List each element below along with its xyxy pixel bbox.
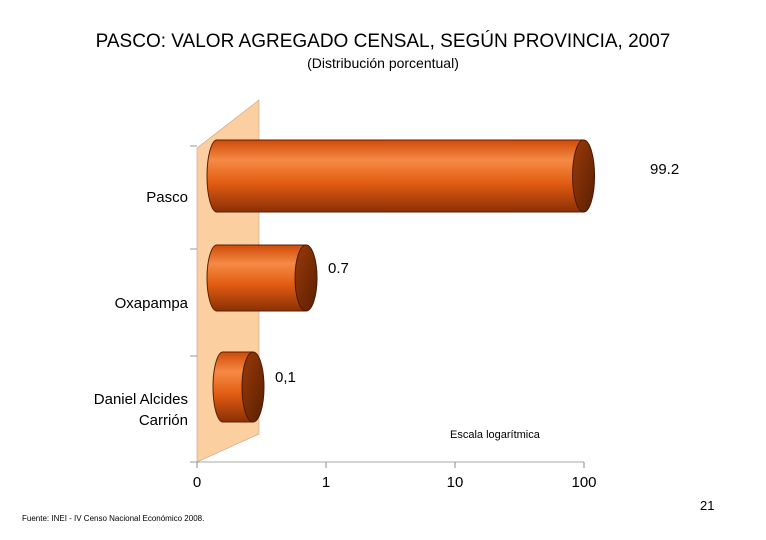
x-tick-label: 1 bbox=[322, 474, 330, 491]
data-label: 99.2 bbox=[650, 161, 679, 178]
bar-cap bbox=[572, 139, 596, 213]
bar-body bbox=[206, 139, 585, 213]
bar bbox=[206, 139, 596, 213]
category-label: Carrión bbox=[139, 412, 188, 429]
bar bbox=[212, 351, 265, 423]
category-label: Oxapampa bbox=[115, 295, 189, 312]
source-footer: Fuente: INEI - IV Censo Nacional Económi… bbox=[22, 514, 205, 523]
scale-note: Escala logarítmica bbox=[450, 429, 541, 441]
bar-cap bbox=[241, 351, 265, 423]
data-label: 0,1 bbox=[275, 369, 296, 386]
x-tick-label: 10 bbox=[447, 474, 464, 491]
chart-subtitle: (Distribución porcentual) bbox=[307, 55, 459, 71]
category-label: Pasco bbox=[146, 189, 188, 206]
page-number: 21 bbox=[700, 498, 715, 513]
chart-title: PASCO: VALOR AGREGADO CENSAL, SEGÚN PROV… bbox=[95, 31, 671, 52]
bar-cap bbox=[294, 244, 318, 312]
bar bbox=[206, 244, 318, 312]
x-tick-label: 0 bbox=[193, 474, 201, 491]
x-tick-label: 100 bbox=[571, 474, 596, 491]
category-label: Daniel Alcides bbox=[94, 391, 188, 408]
bar-body bbox=[206, 244, 307, 312]
data-label: 0.7 bbox=[328, 260, 349, 277]
